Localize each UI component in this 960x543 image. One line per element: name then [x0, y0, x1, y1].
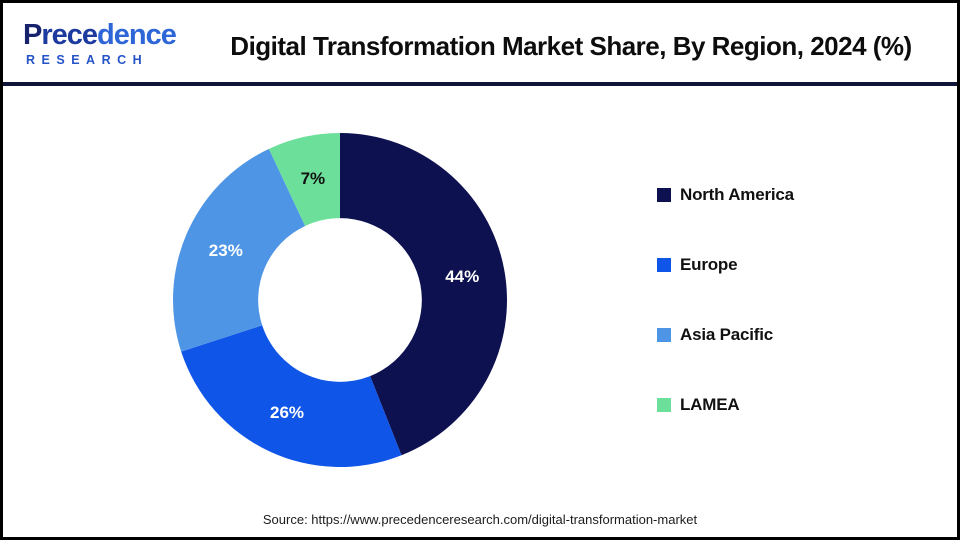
legend-item-lamea: LAMEA: [657, 395, 794, 415]
legend-label-lamea: LAMEA: [680, 395, 740, 414]
pie-slice-label: 23%: [209, 241, 243, 260]
pie-slice-label: 44%: [445, 267, 479, 286]
legend-label-north-america: North America: [680, 185, 794, 204]
logo-wordmark-end: dence: [97, 19, 177, 51]
legend-item-asia-pacific: Asia Pacific: [657, 325, 794, 345]
legend-swatch-north-america: [657, 188, 671, 202]
legend-item-europe: Europe: [657, 255, 794, 275]
legend-swatch-lamea: [657, 398, 671, 412]
pie-slice-label: 7%: [301, 169, 326, 188]
header-divider: [3, 82, 957, 86]
chart-legend: North America Europe Asia Pacific LAMEA: [657, 185, 794, 415]
source-attribution: Source: https://www.precedenceresearch.c…: [262, 512, 698, 527]
pie-slice-europe: [181, 325, 402, 467]
legend-swatch-europe: [657, 258, 671, 272]
logo-wordmark-mid: rece: [41, 19, 98, 51]
pie-slice-north-america: [340, 133, 508, 456]
legend-item-north-america: North America: [657, 185, 794, 205]
donut-chart: 44% 26% 23% 7%: [172, 133, 508, 467]
legend-label-asia-pacific: Asia Pacific: [680, 325, 774, 344]
legend-swatch-asia-pacific: [657, 328, 671, 342]
legend-label-europe: Europe: [680, 255, 738, 274]
logo-wordmark: Precedence: [23, 19, 177, 51]
pie-slice-lamea: [268, 133, 340, 226]
logo-letter-p: P: [23, 19, 42, 51]
pie-slice-label: 26%: [270, 403, 304, 422]
logo-subtitle: RESEARCH: [26, 53, 149, 67]
precedence-research-logo: Precedence RESEARCH: [23, 19, 177, 67]
page-title: Digital Transformation Market Share, By …: [230, 31, 912, 61]
pie-slice-asia-pacific: [172, 148, 306, 352]
